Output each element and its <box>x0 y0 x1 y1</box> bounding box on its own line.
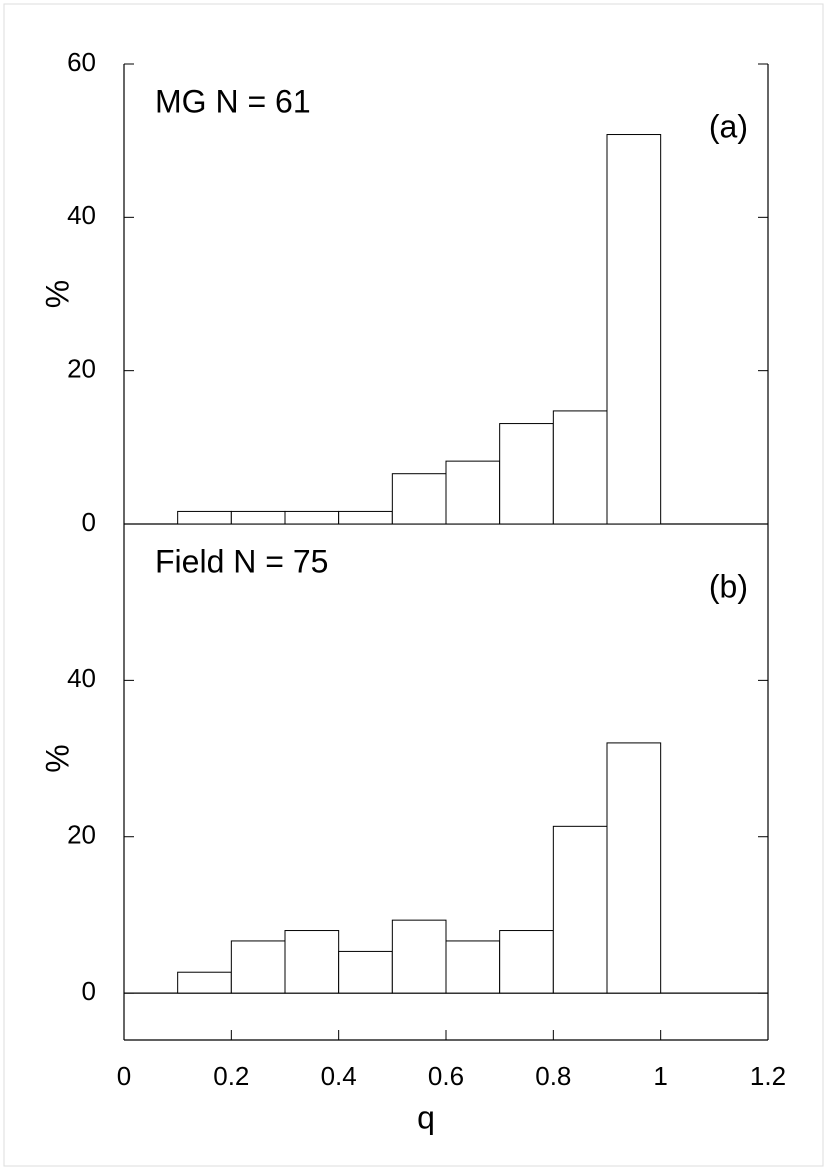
bar <box>230 510 286 525</box>
x-tick-label: 1 <box>653 1061 667 1091</box>
x-tick-label: 0.8 <box>535 1061 571 1091</box>
bar <box>606 134 662 525</box>
y-tick-label: 0 <box>82 507 96 537</box>
y-tick-label: 0 <box>82 976 96 1006</box>
frame <box>3 3 824 1167</box>
bar <box>230 940 286 994</box>
y-tick-label: 40 <box>67 663 96 693</box>
bar <box>391 473 447 525</box>
x-tick-label: 0.4 <box>321 1061 357 1091</box>
panel-label: (b) <box>709 568 748 604</box>
bar <box>445 460 501 525</box>
x-tick-label: 0.6 <box>428 1061 464 1091</box>
bar <box>552 825 608 994</box>
bar <box>445 940 501 994</box>
y-axis-label: % <box>39 280 75 308</box>
x-tick-label: 0.2 <box>213 1061 249 1091</box>
x-tick-label: 0 <box>117 1061 131 1091</box>
bar <box>338 950 393 994</box>
bar <box>606 742 662 994</box>
x-axis-label: q <box>417 1099 435 1135</box>
y-tick-label: 60 <box>67 47 96 77</box>
bar <box>284 930 340 994</box>
panel-title: MG N = 61 <box>155 83 311 119</box>
bar <box>284 510 340 525</box>
bar <box>177 971 232 994</box>
bar <box>338 510 393 525</box>
y-tick-label: 40 <box>67 200 96 230</box>
y-tick-label: 20 <box>67 354 96 384</box>
y-axis-label: % <box>39 744 75 772</box>
panel-title: Field N = 75 <box>155 543 328 579</box>
y-tick-label: 20 <box>67 820 96 850</box>
x-tick-label: 1.2 <box>750 1061 786 1091</box>
bar <box>177 510 232 525</box>
bar <box>499 930 554 994</box>
panel-label: (a) <box>709 108 748 144</box>
bar <box>552 410 608 525</box>
bar <box>499 423 554 525</box>
bar <box>391 919 447 994</box>
